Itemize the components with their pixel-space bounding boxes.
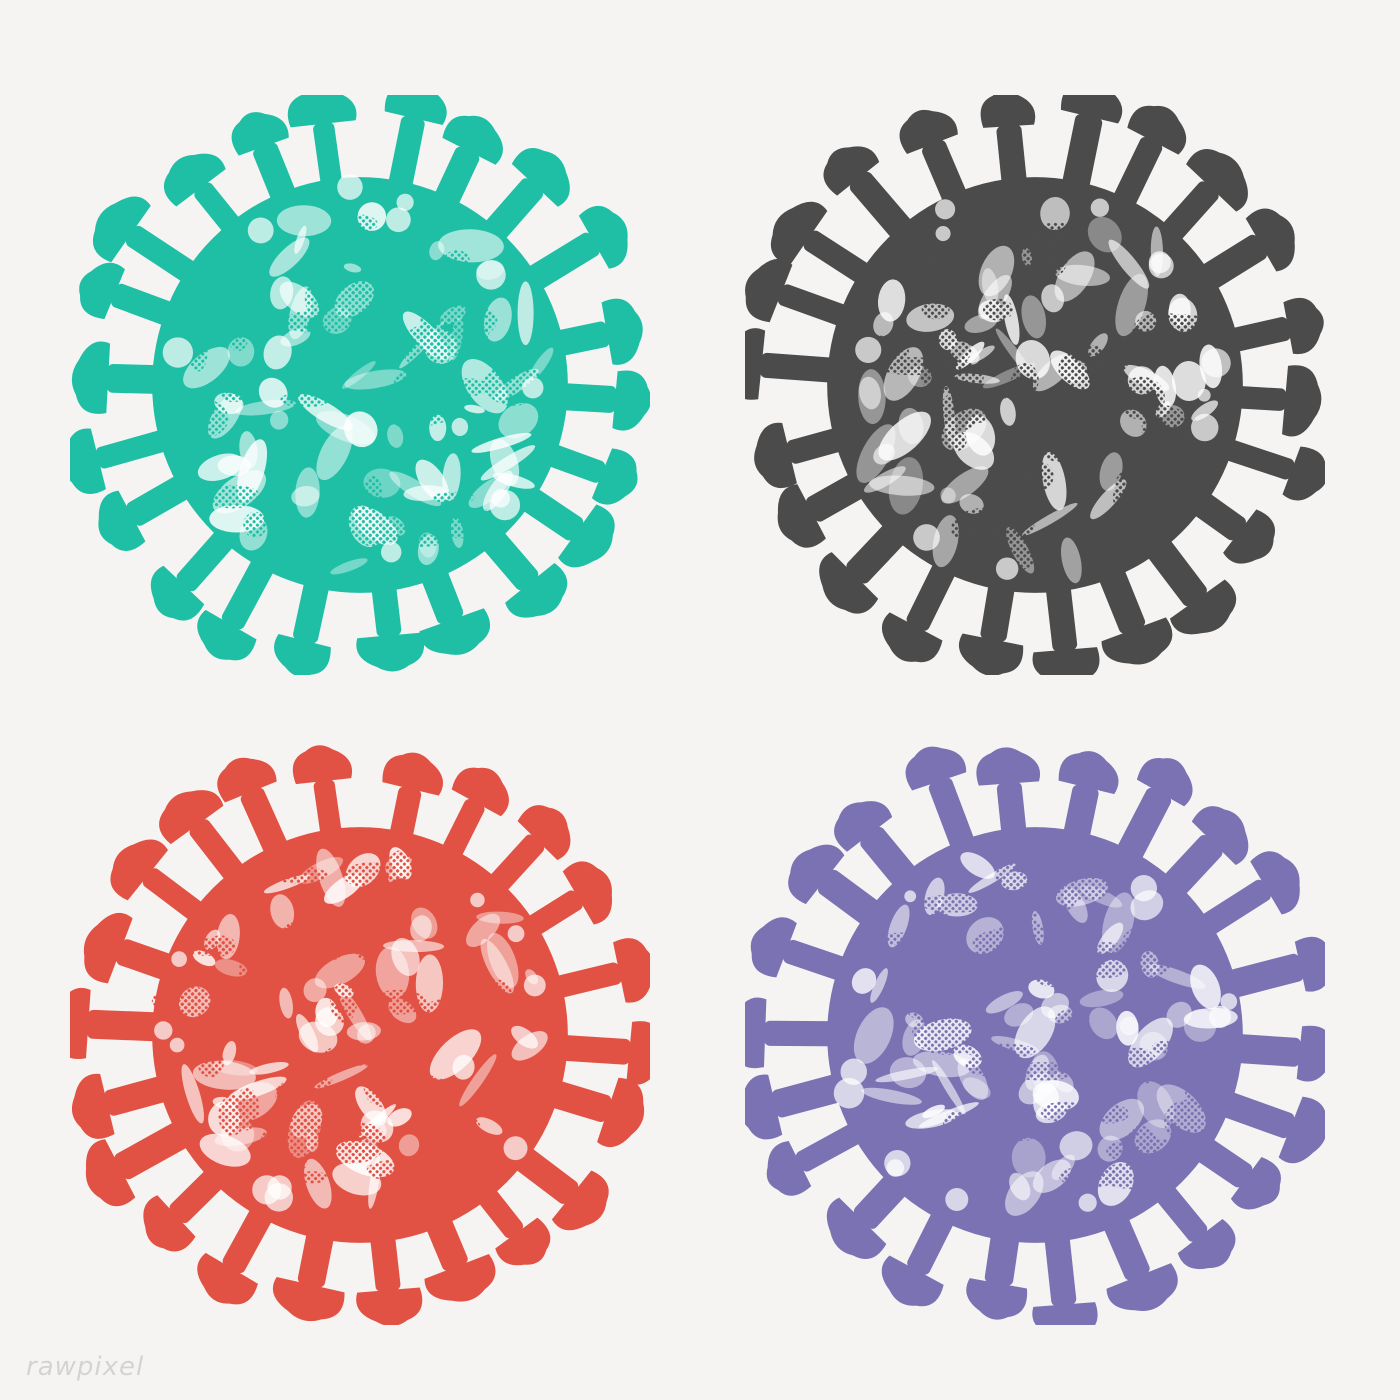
virus-spike [745,328,848,400]
virus-spike [474,521,568,618]
virus-spike [899,109,972,215]
virus-spike [766,1117,873,1196]
virus-spike [542,298,643,365]
virus-spike [534,440,638,505]
virus-spike [823,146,920,249]
virus-spike [881,1199,960,1307]
virus-spike [98,469,201,551]
virus-spike [197,1196,279,1305]
virus-spike [788,844,890,933]
watermark-text: rawpixel [26,1352,145,1382]
virus-spike [1190,208,1295,296]
virus-spike [1094,556,1173,665]
virus-spike [826,1165,915,1259]
virus-spike [1222,1025,1325,1082]
virus-spike [197,547,280,661]
virus-spike [163,153,248,243]
virus-spike [1211,435,1325,501]
virus-spike [143,1160,233,1252]
virus-spike [1215,936,1325,1001]
virus-spike [287,95,357,200]
virus-spike [1099,1204,1178,1311]
virus-spike [1148,1175,1236,1270]
virus-spike [1190,851,1300,942]
virus-spike [436,767,509,870]
virus-spike [92,196,207,289]
virus-spike [1222,365,1322,437]
virus-spike [480,805,571,902]
virus-spike [476,148,570,250]
coronavirus-icon [70,745,650,1325]
virus-spike [1032,1221,1098,1325]
coronavirus-icon-purple [745,745,1325,1325]
virus-spike [150,520,243,621]
virus-spike [1111,757,1193,872]
virus-spike [980,95,1036,199]
virus-spike [1209,1087,1325,1164]
virus-spike [1155,806,1249,905]
virus-spike [745,1071,856,1140]
virus-spike [384,95,447,202]
virus-spike [71,341,172,414]
virus-spike [356,571,425,672]
virus-spike [421,1205,496,1302]
virus-spike [905,746,979,862]
virus-spike [511,481,615,568]
virus-spike [745,997,847,1069]
virus-spike [881,550,961,663]
virus-spike [1058,751,1119,853]
virus-spike [770,201,881,290]
virus-spike [292,745,352,850]
virus-spike [70,987,173,1059]
virus-spike [217,757,293,867]
coronavirus-icon-gray [745,95,1325,675]
virus-spike [516,205,628,296]
virus-spike [958,569,1024,675]
virus-spike [966,1220,1028,1320]
virus-spike [976,747,1040,849]
virus-spike [541,938,650,1003]
virus-spike [1153,149,1248,251]
virus-spike [1032,571,1100,675]
virus-spike [819,514,914,614]
virus-spike [547,1021,650,1085]
virus-spike [79,262,186,330]
virus-spike [356,1221,423,1325]
virus-spike [71,1073,181,1139]
virus-spike [1185,1131,1281,1210]
virus-spike [1217,297,1324,355]
virus-spike [274,567,332,675]
virus-spike [834,801,924,897]
virus-spike [159,790,252,891]
virus-spike [1183,485,1276,564]
virus-spike [750,917,860,985]
virus-spike [110,839,214,929]
virus-spike [417,557,490,655]
virus-spike [777,467,876,548]
virus-spike [1060,95,1123,202]
coronavirus-icon [745,95,1325,675]
virus-spike [1139,529,1237,635]
virus-spike [231,112,300,214]
virus-spike [537,1077,645,1148]
virus-spike [745,258,860,330]
virus-spike [547,370,650,431]
coronavirus-icon [745,746,1325,1325]
coronavirus-icon [70,95,650,675]
coronavirus-icon-red [70,745,650,1325]
virus-spike [470,1178,551,1266]
virus-spike [83,912,186,984]
virus-spike [382,752,444,852]
coronavirus-icon-teal [70,95,650,675]
virus-spike [70,426,181,495]
virus-spike [85,1116,201,1207]
virus-spike [272,1218,345,1322]
virus-spike [429,115,503,218]
virus-spike [1108,105,1187,219]
virus-spike [754,422,856,489]
virus-spike [516,861,613,942]
